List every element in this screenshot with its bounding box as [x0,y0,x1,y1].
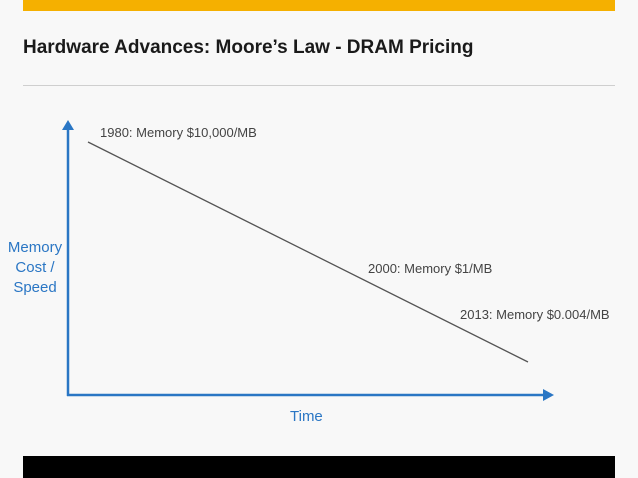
annotation-2013: 2013: Memory $0.004/MB [460,307,610,322]
annotation-1980: 1980: Memory $10,000/MB [100,125,257,140]
y-axis-arrow [62,120,74,130]
y-axis-label-line-3: Speed [13,279,57,296]
y-axis-label: Memory Cost / Speed [0,238,70,298]
trend-line [87,141,529,363]
bottom-bar [23,456,615,478]
slide-title: Hardware Advances: Moore’s Law - DRAM Pr… [23,37,474,58]
x-axis-arrow [543,389,554,401]
y-axis-label-line-2: Cost / [15,259,55,276]
x-axis-label: Time [290,408,323,425]
y-axis-label-line-1: Memory [7,239,63,256]
annotation-2000: 2000: Memory $1/MB [368,261,493,276]
title-divider [23,85,615,86]
top-accent-bar [23,0,615,11]
